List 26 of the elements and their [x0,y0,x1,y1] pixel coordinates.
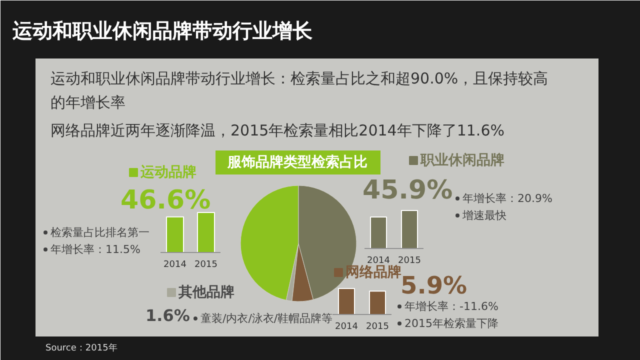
text: 年增长率：11.5% [50,243,140,256]
data-label: 46.6% [120,186,211,216]
x-tick-label: 2015 [398,256,421,266]
data-label: 5.9% [400,272,468,300]
text: 检索量占比排名第一 [50,226,150,239]
legend-label: 职业休闲品牌 [420,152,504,168]
x-tick-label: 2014 [164,260,187,270]
legend-label: 其他品牌 [178,284,234,300]
x-tick-label: 2015 [366,322,389,332]
legend-label: 网络品牌 [346,264,402,280]
legend-label: 运动品牌 [140,164,196,180]
x-tick-label: 2015 [194,260,218,270]
data-label: 45.9% [362,176,453,206]
x-tick-label: 2014 [367,256,390,266]
x-tick-label: 2014 [335,322,358,332]
text: 运动和职业休闲品牌带动行业增长 [12,18,314,42]
text: 网络品牌近两年逐渐降温，2015年检索量相比2014年下降了11.6% [50,122,504,140]
text: 运动和职业休闲品牌带动行业增长：检索量占比之和超90.0%，且保持较高的年增长率 [50,70,548,112]
text: 增速最快 [462,209,506,222]
text: 年增长率：-11.6% [404,300,498,313]
source-note: Source：2015年 [46,342,118,354]
text: 2015年检索量下降 [404,317,498,330]
chart-title: 服饰品牌类型检索占比 [226,154,368,170]
annotation: 童装/内衣/泳衣/鞋帽品牌等 [200,312,333,325]
data-label: 1.6% [146,306,190,325]
text: 年增长率：20.9% [462,192,552,205]
